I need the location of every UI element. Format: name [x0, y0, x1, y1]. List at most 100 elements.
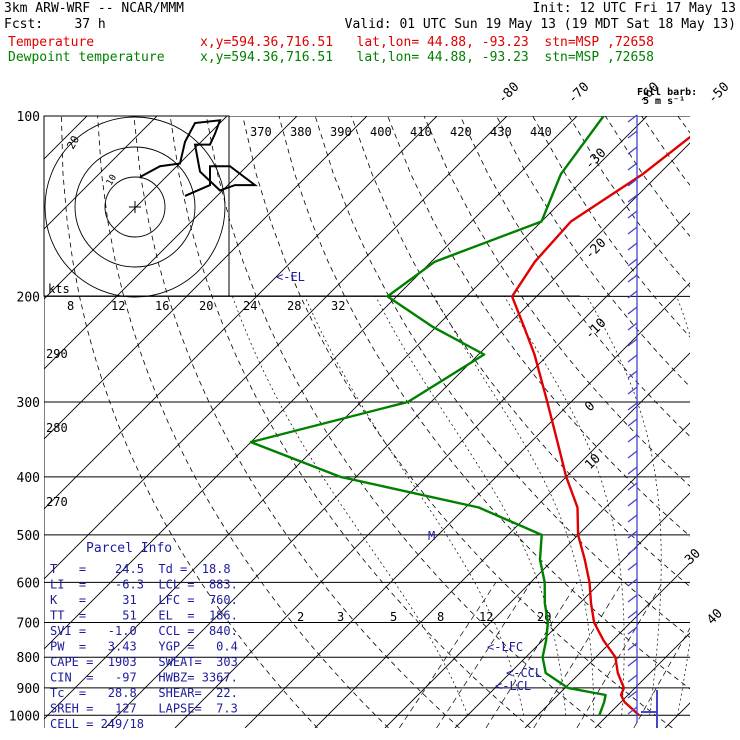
wind-barb-unit: 5 m s⁻¹	[643, 96, 685, 107]
wind-barb	[627, 370, 638, 379]
dewpoint-location-info: x,y=594.36,716.51 lat,lon= 44.88, -93.23…	[200, 50, 654, 65]
theta-label: 390	[330, 125, 352, 139]
isotherm-line	[104, 142, 690, 728]
theta-label: 270	[46, 495, 68, 509]
temperature-profile	[510, 135, 690, 717]
pressure-tick-label: 600	[17, 576, 40, 591]
wind-barb	[627, 642, 638, 651]
parcel-info-row: LI = -6.3 LCL = 883.	[50, 578, 238, 592]
parcel-info-title: Parcel Info	[86, 541, 172, 556]
isotherm-line	[44, 116, 438, 510]
wind-barb	[627, 450, 638, 459]
isotherm-line	[735, 116, 740, 728]
dry-adiabat-line	[459, 116, 690, 437]
theta-label: 290	[46, 347, 68, 361]
theta-label: 370	[250, 125, 272, 139]
mixing-ratio-line	[436, 582, 532, 728]
dry-adiabat-line	[714, 116, 740, 728]
dry-adiabat-line	[169, 116, 531, 728]
wind-barb	[627, 194, 638, 203]
hodograph-ring	[74, 146, 196, 268]
wind-barb	[627, 146, 638, 155]
dewpoint-profile	[249, 116, 607, 716]
pressure-tick-label: 500	[17, 529, 40, 544]
wind-barb	[627, 402, 638, 411]
mixing-ratio-line	[485, 582, 578, 728]
pressure-tick-label: 100	[17, 110, 40, 125]
wind-barb-legend: Full barb:	[637, 87, 697, 98]
wind-barb	[627, 226, 638, 235]
parcel-info-row: TT = 51 EL = 186.	[50, 609, 238, 623]
wind-barb	[627, 626, 638, 635]
parcel-info-row: SVI = -1.0 CCL = 840.	[50, 624, 238, 638]
isotherm-line	[524, 562, 690, 728]
hodograph-speed-label: 16	[155, 299, 169, 313]
isotherm-line	[44, 116, 158, 230]
isotherm-line	[44, 116, 578, 650]
dry-adiabat-line	[387, 116, 690, 537]
isotherm-line	[174, 212, 690, 728]
isotherm-label: -70	[565, 80, 592, 107]
wind-barb	[627, 514, 638, 523]
wind-barb	[627, 482, 638, 491]
wind-barb	[627, 546, 638, 555]
dry-adiabat-line	[351, 116, 690, 588]
dry-adiabat-line	[423, 116, 690, 487]
theta-label: 420	[450, 125, 472, 139]
parcel-info-row: SREH = 127 LAPSE= 7.3	[50, 702, 238, 716]
dry-adiabat-line	[314, 116, 690, 638]
isotherm-line	[44, 116, 648, 720]
wind-barb	[627, 258, 638, 267]
el-marker: <-EL	[276, 270, 305, 284]
hodograph-ring	[44, 116, 226, 298]
wind-barb	[627, 594, 638, 603]
wind-barb	[627, 386, 638, 395]
parcel-info-row: CAPE = 1903 SWEAT= 303	[50, 655, 238, 669]
isotherm-label: -50	[705, 80, 732, 107]
isotherm-line	[244, 282, 690, 728]
isotherm-line	[44, 116, 368, 440]
wind-barb	[627, 338, 638, 347]
isotherm-line	[44, 116, 228, 300]
wind-barb	[627, 210, 638, 219]
wind-barb	[627, 690, 638, 699]
pressure-tick-label: 200	[17, 290, 40, 305]
pressure-axis: 100 200 300 400 500 600 700 800 900 1000	[9, 110, 40, 724]
wind-barb	[627, 530, 638, 539]
theta-label: 280	[46, 421, 68, 435]
forecast-hour: Fcst: 37 h	[4, 17, 106, 32]
hodograph-speed-label: 32	[331, 299, 345, 313]
wind-barb	[627, 418, 638, 427]
profile-lines	[249, 116, 690, 717]
wind-barb	[627, 114, 638, 123]
mixing-ratio-line	[533, 582, 623, 728]
wind-barb	[627, 610, 638, 619]
pressure-tick-label: 400	[17, 471, 40, 486]
parcel-mark: M	[428, 529, 435, 543]
wind-barb	[627, 658, 638, 667]
hodograph-speed-label: 8	[67, 299, 74, 313]
parcel-info-row: PW = 3.43 YGP = 0.4	[50, 640, 238, 654]
isotherm-label: 40	[704, 606, 726, 628]
dry-adiabat-line	[61, 116, 318, 728]
isotherm-line	[314, 352, 690, 728]
temperature-legend: Temperature	[8, 35, 95, 50]
moist-adiabat-line	[232, 296, 469, 716]
isotherm-line	[454, 492, 690, 728]
hodograph-trace	[139, 119, 258, 197]
hodograph: 20 10 kts 8 12 16 20 24 28 32	[43, 115, 580, 313]
dry-adiabat-line	[97, 116, 389, 728]
hodograph-ring	[104, 176, 166, 238]
parcel-info-row: K = 31 LFC = 760.	[50, 593, 238, 607]
wind-barb	[627, 354, 638, 363]
pressure-tick-label: 800	[17, 651, 40, 666]
wind-barb	[627, 130, 638, 139]
valid-time: Valid: 01 UTC Sun 19 May 13 (19 MDT Sat …	[344, 17, 736, 32]
wind-barb	[627, 242, 638, 251]
wind-barb	[627, 562, 638, 571]
wind-barb	[627, 178, 638, 187]
theta-label: 380	[290, 125, 312, 139]
isotherm-line	[384, 422, 690, 728]
moist-adiabat-line	[433, 296, 595, 716]
